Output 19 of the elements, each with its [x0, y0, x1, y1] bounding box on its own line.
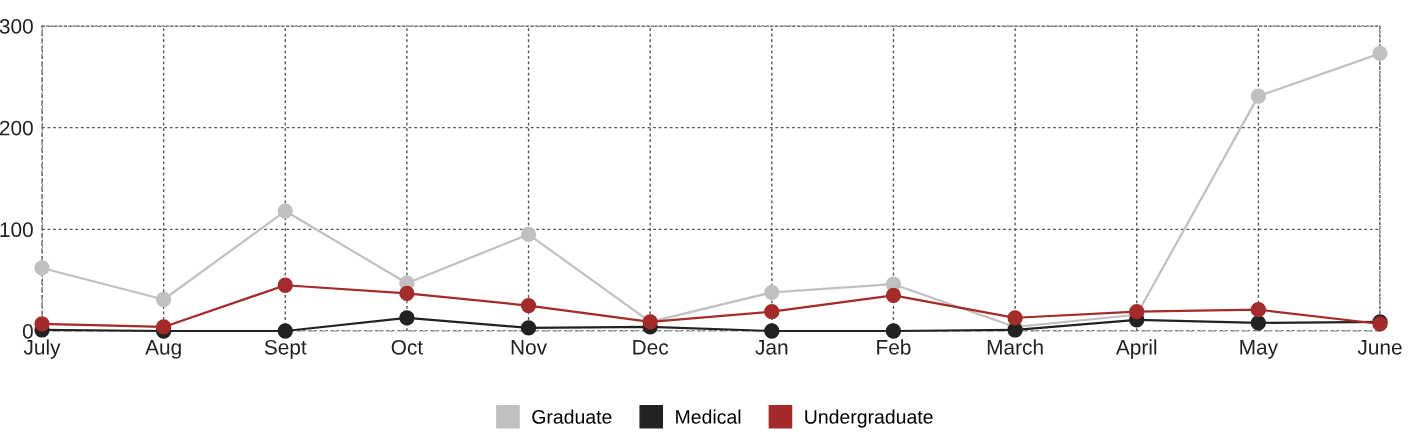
- x-tick-label: Dec: [633, 340, 669, 355]
- x-tick-label: March: [987, 339, 1043, 355]
- x-tick-label: April: [1115, 339, 1157, 359]
- y-tick-label: 100: [0, 222, 33, 238]
- legend-label: Graduate: [532, 409, 612, 424]
- x-tick-label: May: [1240, 340, 1278, 359]
- y-tick-label: 300: [0, 19, 33, 34]
- x-tick-label: July: [23, 339, 61, 359]
- x-tick-label: Jan: [755, 340, 788, 355]
- legend-label: Undergraduate: [805, 409, 933, 428]
- x-tick-label: Oct: [391, 339, 423, 355]
- x-tick-label: Feb: [877, 339, 911, 355]
- x-tick-label: Sept: [264, 339, 307, 359]
- x-tick-label: Nov: [511, 340, 547, 355]
- legend-label: Medical: [676, 409, 741, 424]
- x-tick-label: June: [1357, 340, 1402, 355]
- y-tick-label: 0: [22, 324, 33, 339]
- y-tick-label: 200: [0, 120, 33, 136]
- x-tick-label: Aug: [145, 340, 181, 359]
